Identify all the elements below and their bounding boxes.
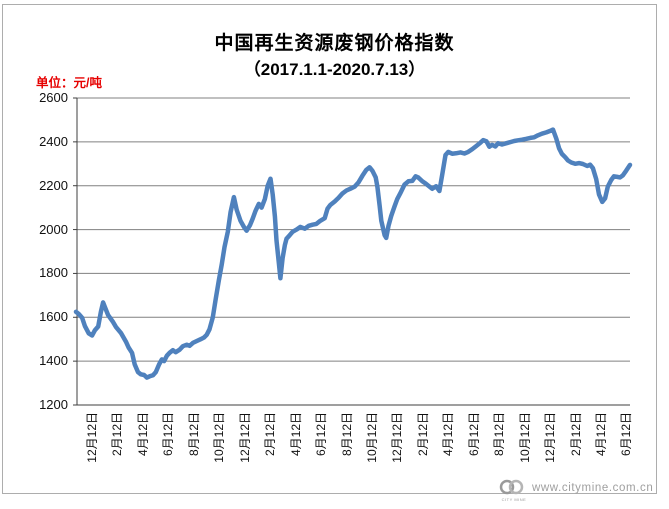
- x-tick-label: 4月12日: [288, 412, 303, 457]
- unit-label: 单位：元/吨: [36, 76, 102, 90]
- x-tick-label: 12月12日: [390, 412, 405, 463]
- x-tick-label: 4月12日: [594, 412, 608, 457]
- watermark: www.citymine.com.cn: [498, 479, 653, 497]
- watermark-url: www.citymine.com.cn: [532, 482, 654, 494]
- y-tick-label: 1400: [39, 353, 68, 369]
- x-tick-label: 6月12日: [466, 412, 481, 457]
- x-tick-label: 6月12日: [161, 412, 176, 457]
- x-tick-label: 6月12日: [619, 412, 634, 457]
- chart-subtitle: （2017.1.1-2020.7.13）: [243, 60, 426, 79]
- x-tick-label: 2月12日: [415, 412, 430, 457]
- x-tick-label: 12月12日: [237, 412, 252, 463]
- y-tick-label: 2000: [39, 221, 68, 237]
- x-tick-label: 2月12日: [568, 412, 583, 457]
- y-tick-label: 2600: [39, 90, 68, 105]
- x-tick-label: 4月12日: [135, 412, 150, 457]
- x-tick-label: 4月12日: [441, 412, 456, 457]
- watermark-logo-caption: CITY MINE: [501, 497, 527, 502]
- y-tick-label: 2400: [39, 133, 68, 149]
- y-tick-label: 1800: [39, 265, 68, 281]
- image-frame-border: [2, 4, 657, 494]
- chart-title: 中国再生资源废钢价格指数: [214, 33, 455, 54]
- y-tick-label: 1200: [39, 397, 68, 412]
- x-tick-label: 10月12日: [212, 412, 227, 463]
- x-tick-label: 12月12日: [543, 412, 558, 463]
- y-tick-label: 2200: [39, 177, 68, 193]
- citymine-rings-logo-icon: [499, 479, 524, 495]
- price-index-line: [73, 127, 633, 380]
- x-tick-label: 8月12日: [492, 412, 507, 457]
- x-tick-label: 2月12日: [263, 412, 278, 457]
- x-tick-label: 8月12日: [339, 412, 354, 457]
- x-tick-label: 2月12日: [110, 412, 125, 457]
- x-tick-label: 8月12日: [186, 412, 201, 457]
- x-tick-label: 10月12日: [364, 412, 379, 463]
- x-tick-label: 6月12日: [314, 412, 329, 457]
- x-tick-label: 12月12日: [85, 412, 99, 463]
- x-tick-label: 10月12日: [517, 412, 532, 463]
- y-tick-label: 1600: [39, 309, 68, 325]
